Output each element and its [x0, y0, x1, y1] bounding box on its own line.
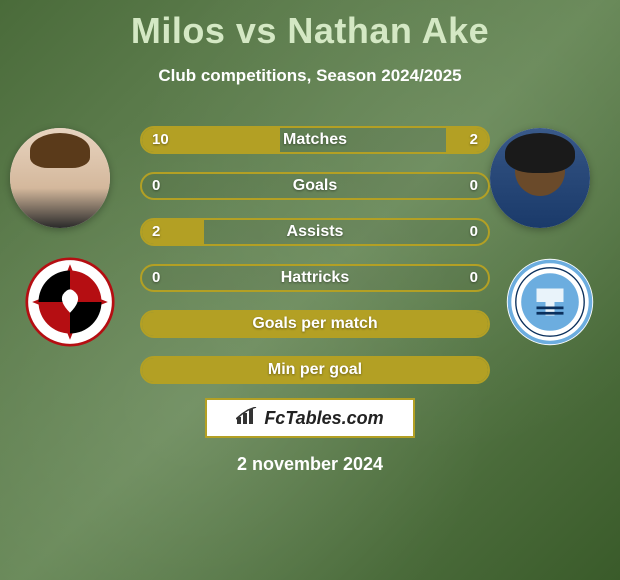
stat-row: Assists2 0	[140, 218, 490, 264]
bournemouth-crest-icon	[25, 257, 115, 347]
player-face-icon	[10, 128, 110, 228]
stat-label: Goals per match	[142, 312, 488, 336]
club1-badge	[20, 252, 120, 352]
page-title: Milos vs Nathan Ake	[0, 0, 620, 52]
stat-row: Min per goal	[140, 356, 490, 402]
stat-value-p2: 2	[470, 128, 478, 152]
player-face-icon	[490, 128, 590, 228]
stat-row: Goals per match	[140, 310, 490, 356]
stat-value-p2: 0	[470, 266, 478, 290]
player1-avatar	[10, 128, 110, 228]
brand-text: FcTables.com	[264, 408, 383, 429]
stat-label: Hattricks	[142, 266, 488, 290]
stat-row: Goals0 0	[140, 172, 490, 218]
mancity-crest-icon	[505, 257, 595, 347]
fctables-brand: FcTables.com	[205, 398, 415, 438]
player2-avatar	[490, 128, 590, 228]
chart-icon	[236, 407, 258, 430]
stat-row: Matches10 2	[140, 126, 490, 172]
subtitle: Club competitions, Season 2024/2025	[0, 66, 620, 86]
stat-label: Assists	[142, 220, 488, 244]
stat-value-p1: 0	[152, 174, 160, 198]
stat-label: Min per goal	[142, 358, 488, 382]
date: 2 november 2024	[0, 454, 620, 475]
stat-value-p2: 0	[470, 174, 478, 198]
stat-value-p1: 0	[152, 266, 160, 290]
club2-badge	[500, 252, 600, 352]
stat-label: Goals	[142, 174, 488, 198]
stat-value-p2: 0	[470, 220, 478, 244]
stat-value-p1: 2	[152, 220, 160, 244]
stat-label: Matches	[142, 128, 488, 152]
stat-row: Hattricks0 0	[140, 264, 490, 310]
stat-value-p1: 10	[152, 128, 169, 152]
